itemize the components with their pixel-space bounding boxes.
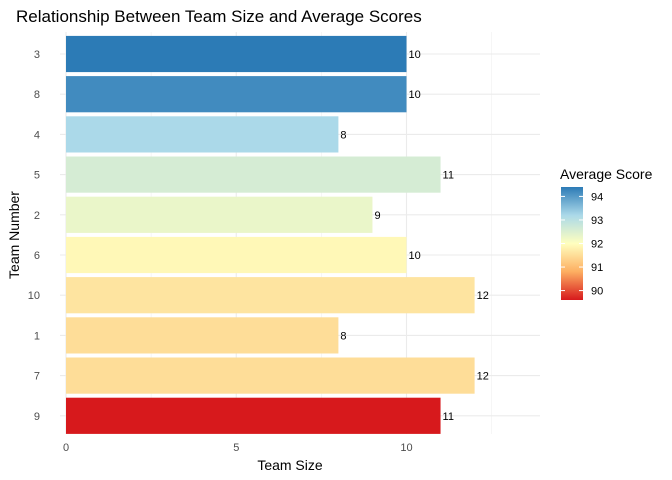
- bars: [66, 35, 475, 434]
- data-label-team-9: 11: [443, 411, 454, 423]
- bar-team-1: [66, 317, 339, 354]
- x-tick-label: 10: [400, 442, 412, 454]
- data-label-team-5: 11: [443, 170, 454, 182]
- bar-team-3: [66, 35, 407, 73]
- y-axis-title: Team Number: [6, 191, 22, 279]
- legend-title: Average Score: [560, 166, 653, 182]
- data-labels: 10 10 8 11 9 10 12 8 12 11: [340, 49, 488, 423]
- data-label-team-3: 10: [409, 49, 421, 61]
- data-label-team-2: 9: [374, 210, 380, 222]
- y-tick-label: 4: [34, 129, 40, 141]
- bar-team-4: [66, 116, 339, 153]
- legend-tick-label: 91: [591, 262, 603, 274]
- x-tick-labels: 0 5 10: [63, 442, 413, 454]
- bar-team-9: [66, 397, 441, 434]
- bar-team-5: [66, 156, 441, 193]
- legend-tick-label: 94: [591, 191, 603, 203]
- y-tick-label: 8: [34, 89, 40, 101]
- legend-colorbar: [561, 187, 583, 300]
- legend: Average Score 90 91 92 93 94: [560, 166, 653, 300]
- legend-ticks: 90 91 92 93 94: [561, 191, 603, 298]
- y-tick-labels: 3 8 4 5 2 6 10 1 7 9: [28, 49, 40, 423]
- y-tick-label: 2: [34, 210, 40, 222]
- data-label-team-7: 12: [477, 371, 489, 383]
- x-tick-label: 5: [233, 442, 239, 454]
- y-tick-label: 1: [34, 330, 40, 342]
- data-label-team-6: 10: [409, 250, 421, 262]
- legend-tick-label: 92: [591, 239, 603, 251]
- bar-team-6: [66, 236, 407, 274]
- y-tick-label: 5: [34, 170, 40, 182]
- bar-team-8: [66, 76, 407, 113]
- y-tick-label: 3: [34, 49, 40, 61]
- bar-team-7: [66, 357, 475, 394]
- x-tick-label: 0: [63, 442, 69, 454]
- data-label-team-8: 10: [409, 89, 421, 101]
- data-label-team-10: 12: [477, 290, 489, 302]
- chart-title: Relationship Between Team Size and Avera…: [16, 7, 422, 26]
- legend-tick-label: 90: [591, 286, 603, 298]
- y-tick-label: 9: [34, 411, 40, 423]
- bar-team-10: [66, 277, 475, 314]
- legend-tick-label: 93: [591, 215, 603, 227]
- x-axis-title: Team Size: [257, 457, 323, 473]
- y-tick-label: 6: [34, 250, 40, 262]
- data-label-team-4: 8: [340, 129, 346, 141]
- y-tick-label: 10: [28, 290, 40, 302]
- bar-team-2: [66, 196, 373, 233]
- y-tick-label: 7: [34, 371, 40, 383]
- data-label-team-1: 8: [340, 330, 346, 342]
